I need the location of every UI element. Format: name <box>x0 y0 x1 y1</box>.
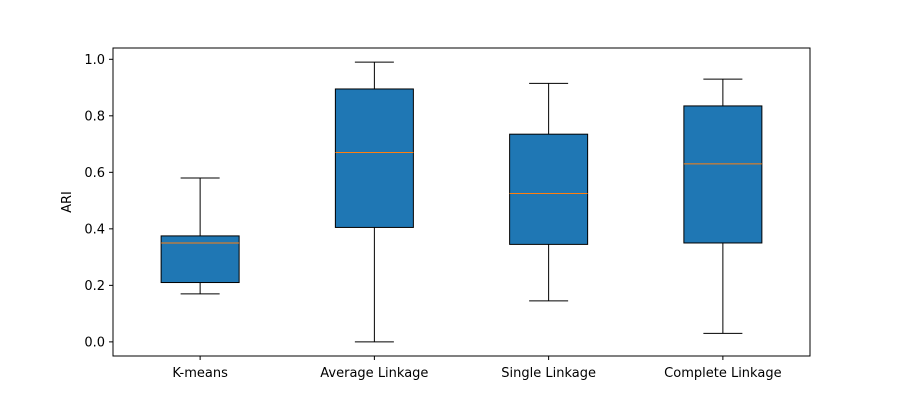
iqr-box <box>683 105 763 244</box>
x-tick-label: Complete Linkage <box>664 366 781 381</box>
iqr-box <box>509 133 589 245</box>
plot-frame <box>112 47 811 357</box>
x-tick-label: K-means <box>172 366 228 381</box>
box-group <box>160 177 240 295</box>
y-tick-label: 0.6 <box>84 166 105 181</box>
iqr-box <box>334 88 414 228</box>
x-tick-label: Average Linkage <box>320 366 428 381</box>
iqr-box <box>160 235 240 284</box>
box-group <box>509 82 589 302</box>
y-tick-label: 1.0 <box>84 53 105 68</box>
x-tick-label: Single Linkage <box>501 366 596 381</box>
y-axis-label: ARI <box>60 191 75 213</box>
box-group <box>683 78 763 334</box>
y-tick-label: 0.8 <box>84 109 105 124</box>
y-tick-label: 0.0 <box>84 335 105 350</box>
y-tick-label: 0.4 <box>84 222 105 237</box>
x-axis: K-means Average Linkage Single Linkage Comp… <box>172 356 782 381</box>
boxes-layer <box>160 61 763 343</box>
box-group <box>334 61 414 343</box>
y-tick-label: 0.2 <box>84 279 105 294</box>
y-axis: 0.0 0.2 0.4 0.6 0.8 1.0 <box>84 53 113 350</box>
